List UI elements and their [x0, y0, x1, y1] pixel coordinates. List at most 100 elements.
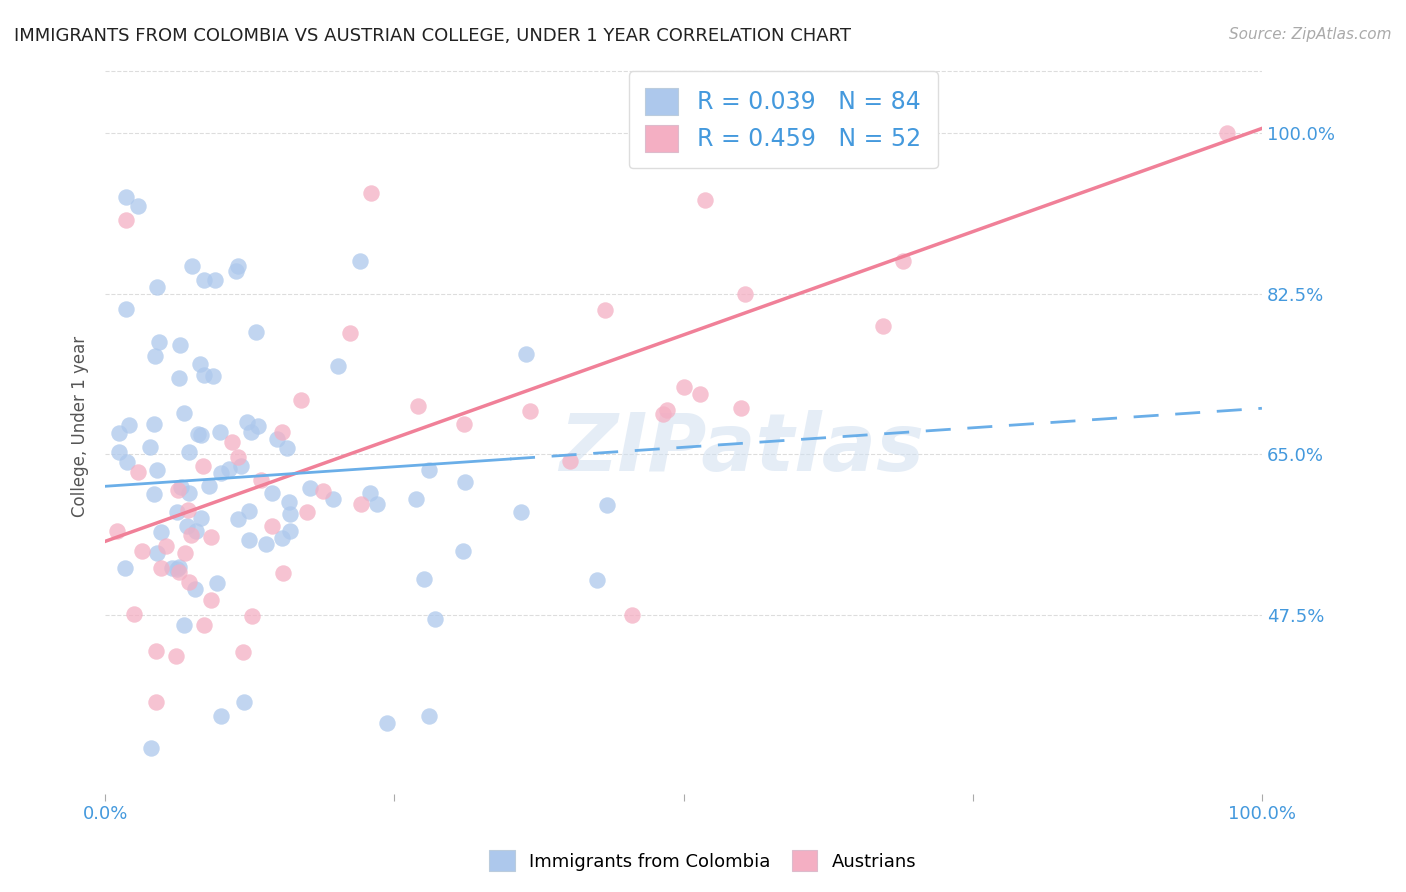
- Point: [734, 286, 756, 301]
- Point: [173, 618, 195, 632]
- Point: [180, 527, 202, 541]
- Point: [228, 511, 250, 525]
- Point: [360, 186, 382, 200]
- Point: [519, 404, 541, 418]
- Point: [218, 462, 240, 476]
- Point: [239, 425, 262, 439]
- Point: [620, 607, 643, 622]
- Point: [693, 193, 716, 207]
- Point: [229, 458, 252, 473]
- Point: [359, 485, 381, 500]
- Point: [366, 498, 388, 512]
- Point: [166, 505, 188, 519]
- Point: [205, 575, 228, 590]
- Point: [586, 573, 609, 587]
- Point: [295, 505, 318, 519]
- Point: [250, 473, 273, 487]
- Point: [131, 544, 153, 558]
- Point: [1216, 126, 1239, 140]
- Point: [165, 648, 187, 663]
- Point: [118, 418, 141, 433]
- Point: [349, 254, 371, 268]
- Point: [593, 303, 616, 318]
- Point: [451, 544, 474, 558]
- Point: [145, 695, 167, 709]
- Point: [145, 349, 167, 363]
- Point: [262, 518, 284, 533]
- Point: [209, 466, 232, 480]
- Point: [453, 475, 475, 489]
- Point: [350, 497, 373, 511]
- Point: [260, 485, 283, 500]
- Point: [173, 406, 195, 420]
- Point: [169, 371, 191, 385]
- Point: [235, 415, 257, 429]
- Point: [155, 540, 177, 554]
- Point: [202, 369, 225, 384]
- Point: [114, 560, 136, 574]
- Legend: Immigrants from Colombia, Austrians: Immigrants from Colombia, Austrians: [482, 843, 924, 879]
- Point: [150, 525, 173, 540]
- Point: [146, 463, 169, 477]
- Point: [655, 403, 678, 417]
- Point: [167, 560, 190, 574]
- Point: [515, 347, 537, 361]
- Point: [418, 708, 440, 723]
- Point: [115, 301, 138, 316]
- Point: [146, 546, 169, 560]
- Point: [128, 465, 150, 479]
- Point: [278, 495, 301, 509]
- Point: [105, 524, 128, 538]
- Point: [270, 425, 292, 440]
- Point: [221, 434, 243, 449]
- Point: [139, 441, 162, 455]
- Point: [167, 483, 190, 497]
- Point: [226, 450, 249, 464]
- Text: IMMIGRANTS FROM COLOMBIA VS AUSTRIAN COLLEGE, UNDER 1 YEAR CORRELATION CHART: IMMIGRANTS FROM COLOMBIA VS AUSTRIAN COL…: [14, 27, 851, 45]
- Point: [193, 617, 215, 632]
- Point: [689, 386, 711, 401]
- Point: [226, 259, 249, 273]
- Point: [142, 486, 165, 500]
- Point: [145, 643, 167, 657]
- Point: [596, 498, 619, 512]
- Point: [187, 426, 209, 441]
- Point: [326, 359, 349, 374]
- Point: [181, 259, 204, 273]
- Point: [148, 335, 170, 350]
- Point: [651, 407, 673, 421]
- Point: [115, 455, 138, 469]
- Point: [510, 505, 533, 519]
- Point: [290, 393, 312, 408]
- Point: [166, 562, 188, 576]
- Point: [209, 425, 232, 439]
- Point: [146, 280, 169, 294]
- Point: [174, 546, 197, 560]
- Point: [200, 592, 222, 607]
- Point: [193, 368, 215, 383]
- Point: [190, 428, 212, 442]
- Y-axis label: College, Under 1 year: College, Under 1 year: [72, 336, 89, 517]
- Point: [167, 565, 190, 579]
- Point: [270, 532, 292, 546]
- Point: [418, 463, 440, 477]
- Point: [278, 507, 301, 521]
- Point: [246, 419, 269, 434]
- Point: [238, 533, 260, 547]
- Point: [169, 338, 191, 352]
- Point: [423, 612, 446, 626]
- Point: [209, 708, 232, 723]
- Point: [177, 503, 200, 517]
- Point: [122, 607, 145, 622]
- Point: [169, 479, 191, 493]
- Point: [238, 504, 260, 518]
- Point: [560, 454, 582, 468]
- Point: [872, 319, 894, 334]
- Point: [312, 483, 335, 498]
- Point: [278, 524, 301, 538]
- Text: ZIPatlas: ZIPatlas: [560, 409, 924, 488]
- Point: [276, 442, 298, 456]
- Point: [672, 380, 695, 394]
- Point: [177, 486, 200, 500]
- Point: [232, 645, 254, 659]
